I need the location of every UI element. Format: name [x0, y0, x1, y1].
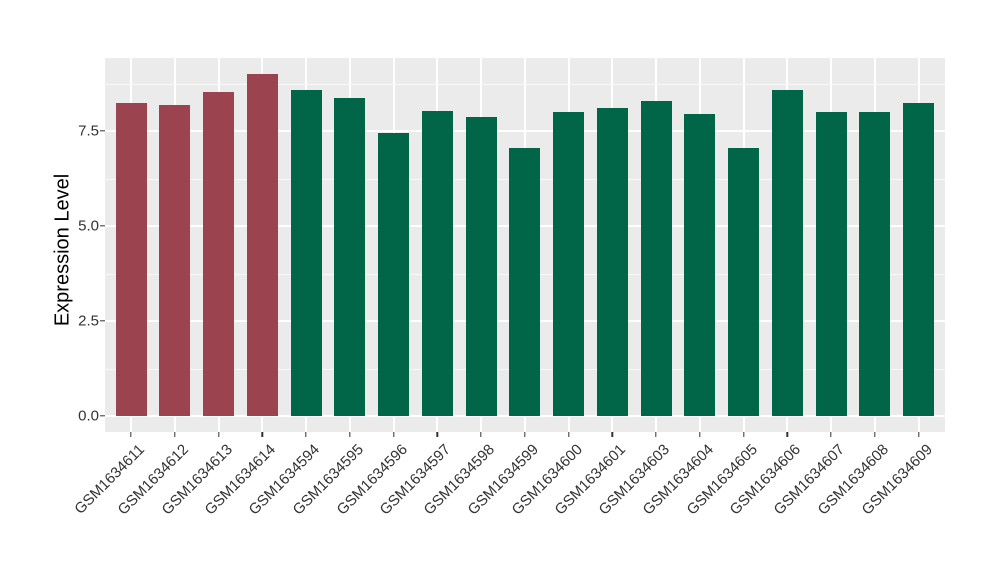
- y-tick-label-5.0: 5.0: [78, 217, 99, 235]
- x-tick-mark-GSM1634609: [917, 432, 920, 437]
- x-tick-mark-GSM1634606: [786, 432, 788, 437]
- x-tick-mark-GSM1634608: [874, 432, 876, 437]
- x-tick-mark-GSM1634603: [655, 432, 657, 437]
- x-tick-mark-GSM1634594: [305, 432, 307, 437]
- bar-GSM1634604: [684, 113, 716, 416]
- bar-GSM1634613: [203, 91, 234, 416]
- y-tick-mark-0.0: [100, 415, 105, 417]
- y-axis-title: Expression Level: [51, 173, 74, 327]
- bar-GSM1634609: [903, 102, 934, 416]
- bar-GSM1634599: [509, 148, 541, 416]
- x-tick-mark-GSM1634605: [742, 432, 745, 437]
- bar-GSM1634608: [859, 112, 891, 416]
- bar-GSM1634600: [553, 112, 584, 416]
- y-tick-mark-7.5: [100, 130, 105, 132]
- x-tick-mark-GSM1634611: [130, 432, 132, 437]
- x-tick-mark-GSM1634613: [217, 432, 220, 437]
- bar-GSM1634606: [771, 90, 803, 416]
- bar-GSM1634595: [334, 97, 366, 416]
- bar-GSM1634601: [596, 108, 628, 416]
- x-tick-mark-GSM1634614: [261, 432, 263, 437]
- y-tick-mark-2.5: [100, 320, 105, 322]
- x-tick-mark-GSM1634599: [524, 432, 526, 437]
- x-tick-mark-GSM1634600: [567, 432, 570, 437]
- y-tick-label-7.5: 7.5: [78, 122, 99, 140]
- x-tick-mark-GSM1634598: [480, 432, 482, 437]
- bar-GSM1634597: [421, 111, 453, 416]
- bar-GSM1634598: [465, 116, 497, 416]
- x-tick-mark-GSM1634595: [349, 432, 351, 437]
- y-tick-label-2.5: 2.5: [78, 312, 99, 330]
- x-tick-mark-GSM1634612: [174, 432, 176, 437]
- bar-GSM1634607: [815, 112, 847, 416]
- bar-GSM1634611: [115, 102, 147, 416]
- bar-GSM1634596: [378, 132, 409, 416]
- y-tick-mark-5.0: [100, 225, 105, 227]
- bar-GSM1634612: [159, 105, 191, 416]
- x-tick-mark-GSM1634601: [611, 432, 613, 437]
- bar-GSM1634605: [728, 148, 759, 416]
- y-tick-label-0.0: 0.0: [78, 407, 99, 425]
- bar-GSM1634614: [246, 74, 278, 416]
- x-tick-mark-GSM1634596: [392, 432, 395, 437]
- x-tick-mark-GSM1634597: [436, 432, 438, 437]
- x-tick-mark-GSM1634607: [830, 432, 832, 437]
- plot-panel: [105, 58, 945, 432]
- bar-GSM1634594: [290, 89, 322, 416]
- x-tick-mark-GSM1634604: [699, 432, 701, 437]
- bar-GSM1634603: [640, 101, 672, 416]
